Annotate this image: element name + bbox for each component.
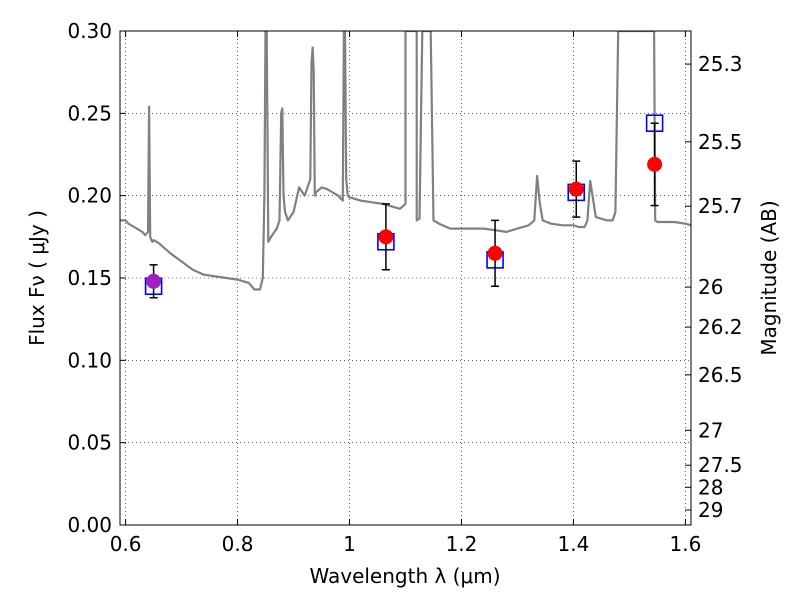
y-tick-label: 0.05 xyxy=(67,431,112,455)
y-tick-label: 0.20 xyxy=(67,184,112,208)
mag-tick-label: 25.3 xyxy=(698,52,743,76)
mag-tick-label: 25.7 xyxy=(698,194,743,218)
mag-tick-label: 28 xyxy=(698,475,723,499)
mag-tick-label: 26.5 xyxy=(698,363,743,387)
y-axis-ticks: 0.00 0.05 0.10 0.15 0.20 0.25 0.30 xyxy=(67,19,126,537)
observed-point-circle xyxy=(146,273,162,289)
observed-point-circle xyxy=(647,156,663,172)
x-tick-label: 1.6 xyxy=(669,532,701,556)
y-tick-label: 0.25 xyxy=(67,101,112,125)
magnitude-axis-label: Magnitude (AB) xyxy=(757,200,781,355)
y-tick-label: 0.00 xyxy=(67,513,112,537)
model-spectrum xyxy=(120,31,691,291)
mag-tick-label: 29 xyxy=(698,498,723,522)
x-tick-label: 1 xyxy=(343,532,356,556)
mag-tick-label: 27 xyxy=(698,418,723,442)
observed-photometry-points xyxy=(146,156,663,289)
y-tick-label: 0.15 xyxy=(67,266,112,290)
mag-tick-label: 26.2 xyxy=(698,315,743,339)
observed-point-circle xyxy=(568,181,584,197)
mag-tick-label: 25.5 xyxy=(698,130,743,154)
y-axis-label: Flux Fν ( μJy ) xyxy=(25,210,49,346)
x-axis-label: Wavelength λ (μm) xyxy=(309,564,500,588)
mag-tick-label: 27.5 xyxy=(698,453,743,477)
x-axis-ticks: 0.6 0.8 1 1.2 1.4 1.6 xyxy=(110,31,701,556)
observed-point-circle xyxy=(487,245,503,261)
x-tick-label: 1.2 xyxy=(446,532,478,556)
spectrum-line xyxy=(120,31,691,291)
x-tick-label: 0.8 xyxy=(222,532,254,556)
y-tick-label: 0.30 xyxy=(67,19,112,43)
x-tick-label: 0.6 xyxy=(110,532,142,556)
y-tick-label: 0.10 xyxy=(67,348,112,372)
observed-point-circle xyxy=(378,229,394,245)
x-tick-label: 1.4 xyxy=(558,532,590,556)
mag-tick-label: 26 xyxy=(698,275,723,299)
